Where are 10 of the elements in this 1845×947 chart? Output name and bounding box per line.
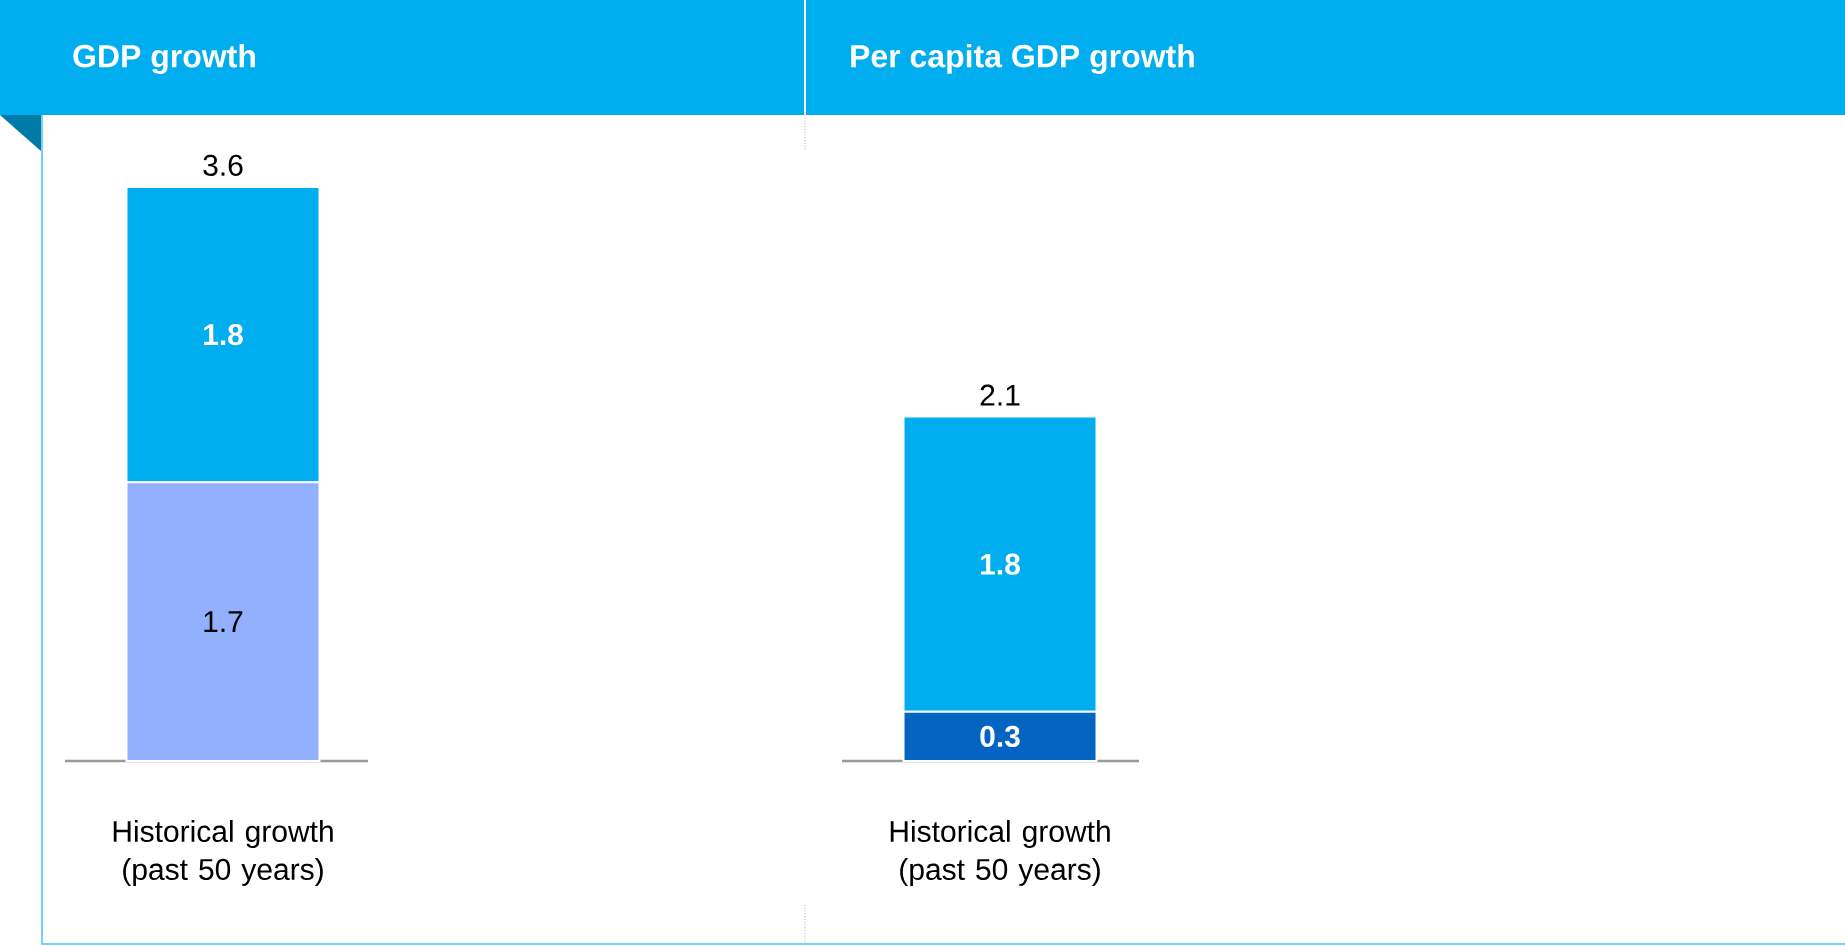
data-label: 1.8 (981, 553, 1020, 575)
total-label: 2.1 (980, 384, 1020, 406)
data-label: 0.3 (980, 725, 1020, 748)
x-tick-label: Historical growth (past 50 years) (113, 820, 333, 886)
total-label: 3.6 (203, 154, 243, 176)
x-tick-label: Historical growth (past 50 years) (890, 820, 1110, 886)
data-label: 1.7 (204, 611, 243, 632)
chart-title: GDP growth (73, 44, 255, 74)
data-label: 1.8 (204, 323, 243, 346)
chart-title: Per capita GDP growth (851, 44, 1194, 74)
